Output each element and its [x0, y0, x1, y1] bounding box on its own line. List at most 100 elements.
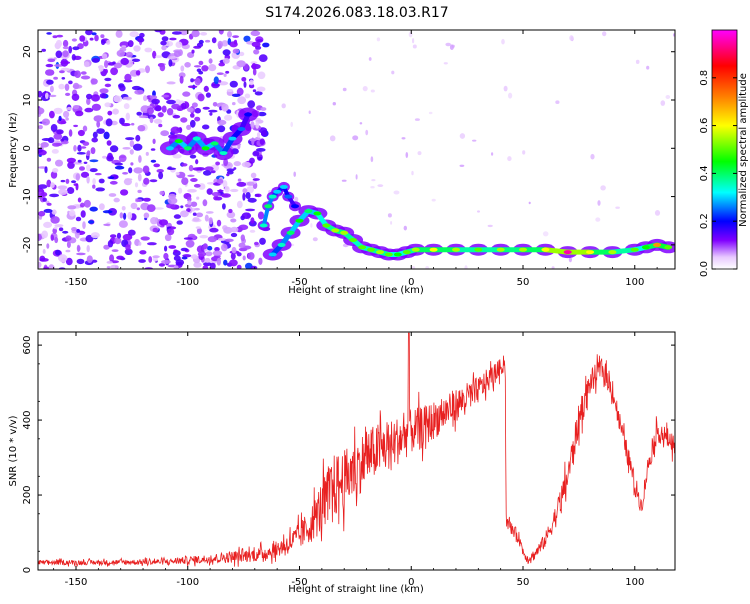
- noise-speckle: [93, 115, 104, 122]
- noise-speckle: [232, 48, 240, 54]
- noise-speckle: [152, 138, 156, 144]
- noise-speckle: [172, 114, 181, 119]
- trace-point: [630, 247, 639, 252]
- noise-speckle: [166, 81, 176, 85]
- noise-speckle: [187, 52, 195, 58]
- noise-speckle: [94, 34, 99, 42]
- noise-speckle: [507, 156, 512, 162]
- noise-speckle: [187, 107, 194, 113]
- trace-point: [384, 252, 393, 257]
- trace-point: [277, 242, 286, 247]
- noise-speckle: [259, 138, 265, 145]
- noise-speckle: [477, 210, 480, 213]
- noise-speckle: [154, 105, 162, 112]
- noise-speckle: [94, 172, 102, 176]
- snr-xtick-label: -100: [176, 577, 199, 588]
- noise-speckle: [58, 227, 64, 232]
- noise-speckle: [90, 147, 96, 155]
- snr-ylabel: SNR (10 * v/v): [8, 415, 19, 486]
- noise-speckle: [91, 259, 98, 263]
- noise-speckle: [161, 259, 171, 264]
- noise-speckle: [252, 178, 260, 181]
- noise-speckle: [185, 239, 195, 248]
- noise-speckle: [120, 189, 129, 196]
- noise-speckle: [217, 189, 224, 193]
- noise-speckle: [241, 77, 247, 82]
- noise-speckle: [551, 266, 555, 269]
- noise-speckle: [158, 263, 165, 267]
- noise-speckle: [232, 35, 240, 38]
- noise-speckle: [203, 262, 212, 267]
- noise-speckle: [155, 55, 163, 58]
- noise-speckle: [76, 244, 81, 253]
- noise-speckle: [210, 170, 216, 174]
- noise-speckle: [236, 264, 242, 269]
- noise-speckle: [101, 39, 106, 45]
- noise-speckle: [76, 258, 85, 265]
- noise-speckle: [143, 197, 151, 202]
- noise-speckle: [75, 216, 82, 222]
- cluster-point: [210, 141, 219, 146]
- spectrogram-xtick-label: 100: [625, 277, 644, 288]
- trace-point: [664, 245, 673, 250]
- noise-speckle: [92, 184, 96, 189]
- noise-speckle: [176, 220, 183, 225]
- noise-speckle: [53, 226, 58, 230]
- trace-point: [653, 242, 662, 247]
- noise-speckle: [487, 224, 493, 228]
- noise-speckle: [472, 139, 477, 142]
- noise-speckle: [91, 58, 100, 63]
- noise-speckle: [224, 185, 230, 193]
- noise-speckle: [173, 214, 181, 219]
- trace-point: [286, 230, 295, 235]
- noise-speckle: [107, 240, 114, 248]
- noise-speckle: [370, 89, 375, 93]
- noise-speckle: [459, 133, 466, 139]
- noise-speckle: [590, 153, 595, 160]
- noise-speckle: [39, 255, 46, 262]
- noise-speckle: [67, 205, 77, 210]
- noise-speckle: [113, 62, 122, 69]
- noise-speckle: [43, 221, 53, 228]
- noise-speckle: [49, 94, 57, 98]
- noise-speckle: [104, 60, 109, 69]
- noise-speckle: [250, 30, 261, 37]
- noise-speckle: [104, 68, 108, 74]
- noise-speckle: [201, 65, 209, 72]
- noise-speckle: [115, 30, 123, 38]
- noise-speckle: [417, 151, 422, 156]
- noise-speckle: [209, 227, 219, 233]
- noise-speckle: [138, 241, 142, 246]
- noise-speckle: [212, 250, 223, 256]
- noise-speckle: [187, 189, 197, 193]
- noise-speckle: [68, 45, 73, 54]
- noise-speckle: [221, 103, 229, 112]
- noise-speckle: [173, 50, 181, 57]
- noise-speckle: [106, 39, 111, 45]
- trace-point: [349, 238, 358, 242]
- noise-speckle: [49, 110, 55, 119]
- noise-speckle: [40, 192, 48, 197]
- noise-speckle: [204, 214, 209, 222]
- noise-speckle: [102, 155, 108, 159]
- noise-speckle: [221, 193, 232, 198]
- noise-speckle: [194, 116, 201, 122]
- noise-speckle: [100, 34, 105, 39]
- spectrogram-xtick-label: -150: [65, 277, 88, 288]
- noise-speckle: [255, 121, 260, 129]
- noise-speckle: [240, 234, 245, 242]
- noise-speckle: [170, 126, 181, 134]
- noise-speckle: [216, 178, 224, 184]
- noise-speckle: [244, 93, 251, 99]
- noise-speckle: [164, 234, 172, 242]
- noise-speckle: [71, 54, 76, 61]
- noise-speckle: [49, 193, 60, 198]
- trace-point: [376, 250, 384, 255]
- noise-speckle: [80, 146, 87, 149]
- noise-speckle: [69, 209, 76, 217]
- noise-speckle: [160, 40, 167, 46]
- noise-speckle: [38, 210, 46, 217]
- noise-speckle: [42, 249, 46, 254]
- noise-speckle: [58, 254, 68, 263]
